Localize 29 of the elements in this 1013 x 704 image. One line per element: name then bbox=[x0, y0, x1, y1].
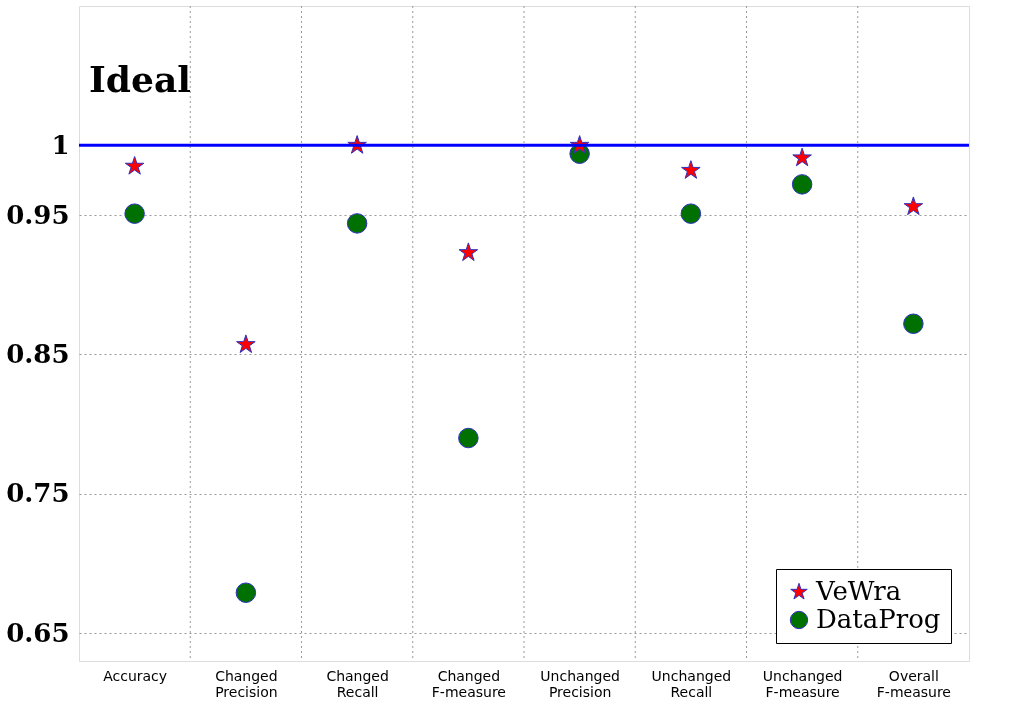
ref-line-label: Ideal bbox=[89, 58, 191, 101]
x-tick-label: Unchanged F-measure bbox=[762, 667, 843, 700]
legend-label: DataProg bbox=[816, 604, 941, 634]
point bbox=[681, 160, 701, 179]
y-tick-label: 1 bbox=[51, 129, 70, 160]
x-tick-label: Accuracy bbox=[103, 667, 168, 684]
point bbox=[235, 582, 257, 603]
x-tick-label: Changed F-measure bbox=[431, 667, 506, 700]
point bbox=[458, 242, 479, 262]
point bbox=[124, 203, 145, 224]
x-tick-label: Overall F-measure bbox=[876, 667, 951, 700]
point bbox=[791, 174, 813, 195]
point bbox=[903, 196, 924, 216]
x-tick-label: Changed Precision bbox=[215, 667, 278, 700]
point bbox=[458, 427, 479, 449]
legend-label: VeWra bbox=[815, 576, 902, 606]
point bbox=[903, 313, 924, 334]
y-tick-label: 0.75 bbox=[6, 478, 70, 509]
point bbox=[680, 203, 702, 224]
y-tick-label: 0.85 bbox=[6, 338, 70, 369]
point bbox=[236, 334, 256, 354]
x-tick-label: Unchanged Precision bbox=[540, 667, 620, 700]
point bbox=[792, 147, 812, 167]
x-tick-label: Changed Recall bbox=[326, 667, 389, 700]
point bbox=[346, 213, 368, 234]
point bbox=[124, 156, 145, 175]
x-tick-label: Unchanged Recall bbox=[651, 667, 732, 700]
y-tick-label: 0.65 bbox=[6, 617, 70, 648]
y-tick-label: 0.95 bbox=[6, 199, 70, 230]
